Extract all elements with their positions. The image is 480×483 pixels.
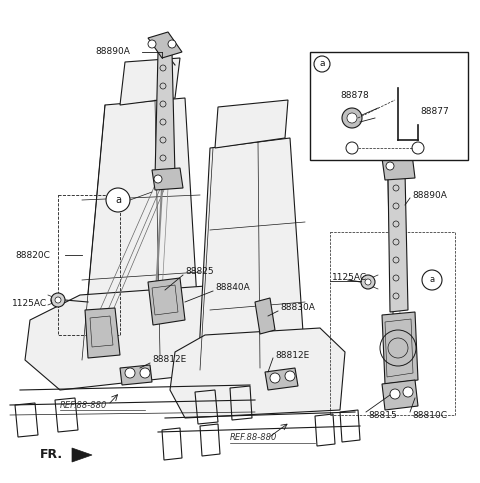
Text: 88877: 88877 — [420, 108, 449, 116]
Text: 88830A: 88830A — [280, 303, 315, 313]
Polygon shape — [155, 52, 175, 178]
Circle shape — [125, 368, 135, 378]
Polygon shape — [120, 58, 180, 105]
Circle shape — [365, 279, 371, 285]
Text: 88840A: 88840A — [215, 284, 250, 293]
Text: 88878: 88878 — [340, 90, 369, 99]
Text: 1125AC: 1125AC — [332, 273, 367, 283]
Circle shape — [386, 162, 394, 170]
Text: 88820C: 88820C — [15, 251, 50, 259]
Polygon shape — [382, 154, 415, 180]
Circle shape — [342, 108, 362, 128]
Polygon shape — [170, 328, 345, 418]
Polygon shape — [255, 298, 275, 334]
Bar — [58, 195, 120, 335]
Polygon shape — [152, 168, 183, 190]
Circle shape — [168, 40, 176, 48]
Polygon shape — [85, 308, 120, 358]
Polygon shape — [25, 285, 240, 390]
Polygon shape — [388, 172, 408, 312]
Text: 1125AC: 1125AC — [12, 298, 47, 308]
Polygon shape — [198, 138, 305, 372]
Circle shape — [422, 270, 442, 290]
Text: a: a — [115, 195, 121, 205]
Circle shape — [285, 371, 295, 381]
Text: REF.88-880: REF.88-880 — [60, 400, 108, 410]
Text: a: a — [430, 275, 434, 284]
Text: 88810C: 88810C — [412, 411, 447, 420]
Bar — [310, 52, 468, 160]
Text: 88890A: 88890A — [95, 47, 130, 57]
Text: 88815: 88815 — [368, 411, 397, 420]
Polygon shape — [82, 98, 200, 360]
Polygon shape — [382, 312, 418, 384]
Circle shape — [51, 293, 65, 307]
Circle shape — [140, 368, 150, 378]
Circle shape — [55, 297, 61, 303]
Circle shape — [154, 175, 162, 183]
Polygon shape — [265, 368, 298, 390]
Circle shape — [314, 56, 330, 72]
Polygon shape — [72, 448, 92, 462]
Circle shape — [270, 373, 280, 383]
Circle shape — [412, 142, 424, 154]
Circle shape — [361, 275, 375, 289]
Circle shape — [347, 113, 357, 123]
Text: 88812E: 88812E — [152, 355, 186, 365]
Polygon shape — [382, 380, 418, 410]
Circle shape — [148, 40, 156, 48]
Circle shape — [346, 142, 358, 154]
Text: 88812E: 88812E — [275, 351, 309, 359]
Polygon shape — [120, 365, 152, 385]
Circle shape — [106, 188, 130, 212]
Polygon shape — [215, 100, 288, 148]
Text: a: a — [319, 59, 325, 69]
Polygon shape — [148, 32, 182, 58]
Circle shape — [403, 387, 413, 397]
Text: 88825: 88825 — [185, 268, 214, 276]
Text: 88890A: 88890A — [412, 190, 447, 199]
Text: FR.: FR. — [40, 449, 63, 461]
Circle shape — [390, 389, 400, 399]
Polygon shape — [148, 278, 185, 325]
Text: REF.88-880: REF.88-880 — [230, 434, 277, 442]
